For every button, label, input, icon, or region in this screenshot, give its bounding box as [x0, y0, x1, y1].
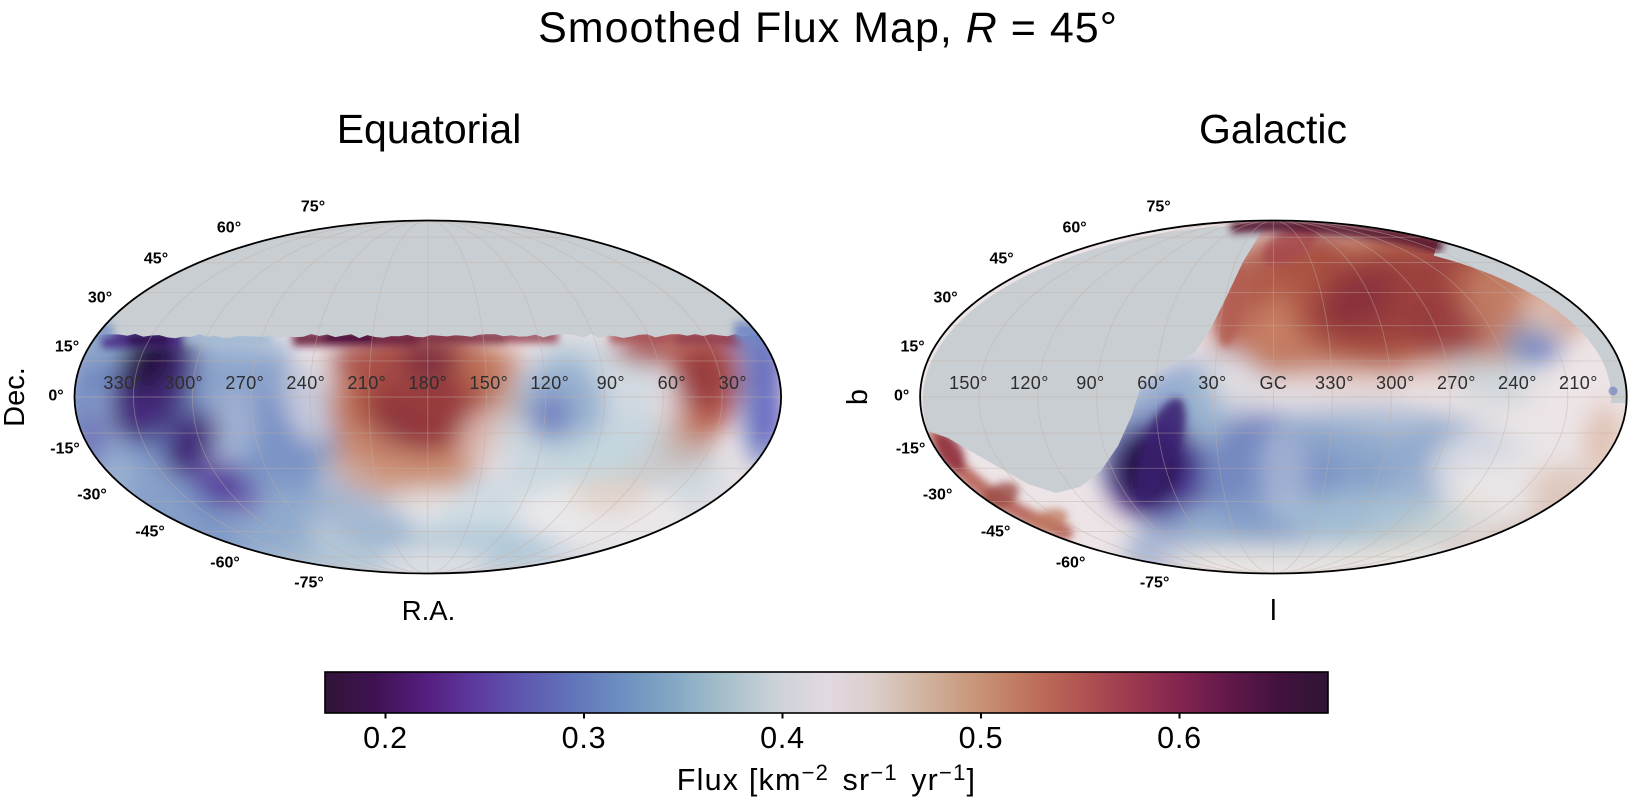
- svg-text:60°: 60°: [217, 220, 241, 237]
- svg-text:-15°: -15°: [896, 441, 926, 458]
- svg-text:60°: 60°: [658, 373, 686, 393]
- svg-text:R.A.: R.A.: [402, 595, 455, 626]
- svg-text:0.4: 0.4: [760, 721, 805, 755]
- svg-text:210°: 210°: [1559, 373, 1598, 393]
- svg-text:0.5: 0.5: [959, 721, 1004, 755]
- svg-text:270°: 270°: [1437, 373, 1476, 393]
- svg-text:75°: 75°: [1146, 199, 1170, 216]
- svg-text:Equatorial: Equatorial: [337, 106, 522, 152]
- svg-text:330°: 330°: [1315, 373, 1354, 393]
- svg-text:60°: 60°: [1062, 220, 1086, 237]
- svg-text:300°: 300°: [1376, 373, 1415, 393]
- svg-text:240°: 240°: [1498, 373, 1537, 393]
- svg-text:-15°: -15°: [50, 441, 80, 458]
- svg-text:180°: 180°: [408, 373, 447, 393]
- svg-text:Smoothed Flux Map, R = 45°: Smoothed Flux Map, R = 45°: [538, 4, 1118, 52]
- svg-text:90°: 90°: [1076, 373, 1104, 393]
- svg-text:45°: 45°: [989, 251, 1013, 268]
- svg-text:-60°: -60°: [1056, 555, 1086, 572]
- svg-text:60°: 60°: [1137, 373, 1165, 393]
- svg-text:150°: 150°: [469, 373, 508, 393]
- svg-text:-30°: -30°: [77, 487, 107, 504]
- svg-text:l: l: [1270, 595, 1276, 627]
- svg-text:0°: 0°: [894, 388, 909, 405]
- svg-text:270°: 270°: [225, 373, 264, 393]
- svg-text:-60°: -60°: [210, 555, 240, 572]
- svg-text:b: b: [842, 389, 874, 405]
- svg-text:120°: 120°: [530, 373, 569, 393]
- svg-text:300°: 300°: [164, 373, 203, 393]
- svg-text:90°: 90°: [597, 373, 625, 393]
- svg-text:150°: 150°: [949, 373, 988, 393]
- svg-text:0°: 0°: [48, 388, 63, 405]
- svg-text:120°: 120°: [1010, 373, 1049, 393]
- svg-text:30°: 30°: [1198, 373, 1226, 393]
- svg-text:30°: 30°: [88, 290, 112, 307]
- svg-text:GC: GC: [1259, 373, 1287, 393]
- svg-text:240°: 240°: [286, 373, 325, 393]
- svg-text:75°: 75°: [301, 199, 325, 216]
- svg-text:30°: 30°: [719, 373, 747, 393]
- svg-text:-75°: -75°: [1140, 575, 1170, 592]
- svg-text:0.6: 0.6: [1157, 721, 1202, 755]
- svg-text:15°: 15°: [55, 339, 79, 356]
- svg-text:0.2: 0.2: [363, 721, 408, 755]
- svg-text:0.3: 0.3: [562, 721, 607, 755]
- svg-text:-30°: -30°: [923, 487, 953, 504]
- svg-text:15°: 15°: [900, 339, 924, 356]
- svg-text:45°: 45°: [144, 251, 168, 268]
- svg-text:30°: 30°: [933, 290, 957, 307]
- svg-text:Galactic: Galactic: [1199, 106, 1347, 152]
- svg-text:210°: 210°: [347, 373, 386, 393]
- svg-text:-75°: -75°: [294, 575, 324, 592]
- svg-text:-45°: -45°: [981, 524, 1011, 541]
- svg-text:330°: 330°: [103, 373, 142, 393]
- svg-text:Dec.: Dec.: [0, 367, 31, 427]
- svg-text:-45°: -45°: [135, 524, 165, 541]
